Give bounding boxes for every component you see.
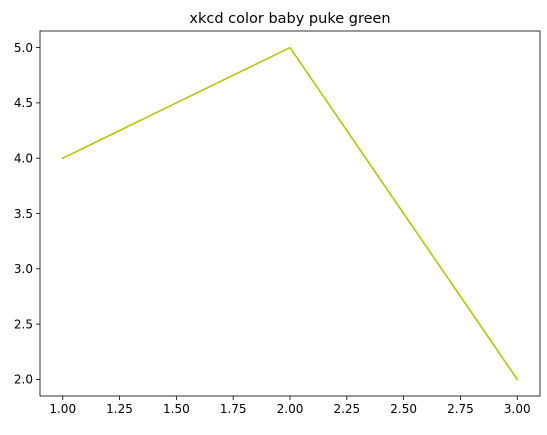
y-tick-label: 4.5 bbox=[14, 96, 33, 110]
x-tick-label: 2.00 bbox=[277, 402, 304, 416]
x-tick-label: 2.75 bbox=[447, 402, 474, 416]
x-tick-label: 1.50 bbox=[163, 402, 190, 416]
y-tick-label: 5.0 bbox=[14, 41, 33, 55]
x-tick-label: 3.00 bbox=[504, 402, 531, 416]
x-tick-label: 1.00 bbox=[49, 402, 76, 416]
x-tick-label: 2.25 bbox=[333, 402, 360, 416]
y-tick-label: 3.5 bbox=[14, 207, 33, 221]
x-tick-label: 1.25 bbox=[106, 402, 133, 416]
axes-frame bbox=[39, 30, 541, 397]
plot-area: 1.00 1.25 1.50 1.75 2.00 2.25 2.50 2.75 3.00 2.0 2… bbox=[14, 30, 541, 416]
y-tick-label: 3.0 bbox=[14, 262, 33, 276]
y-tick-label: 4.0 bbox=[14, 151, 33, 165]
series-line-0 bbox=[61, 46, 519, 381]
x-tick-label: 1.75 bbox=[220, 402, 247, 416]
chart-title: xkcd color baby puke green bbox=[189, 11, 390, 27]
x-tick-label: 2.50 bbox=[390, 402, 417, 416]
y-tick-label: 2.5 bbox=[14, 317, 33, 331]
y-tick-label: 2.0 bbox=[14, 373, 33, 387]
